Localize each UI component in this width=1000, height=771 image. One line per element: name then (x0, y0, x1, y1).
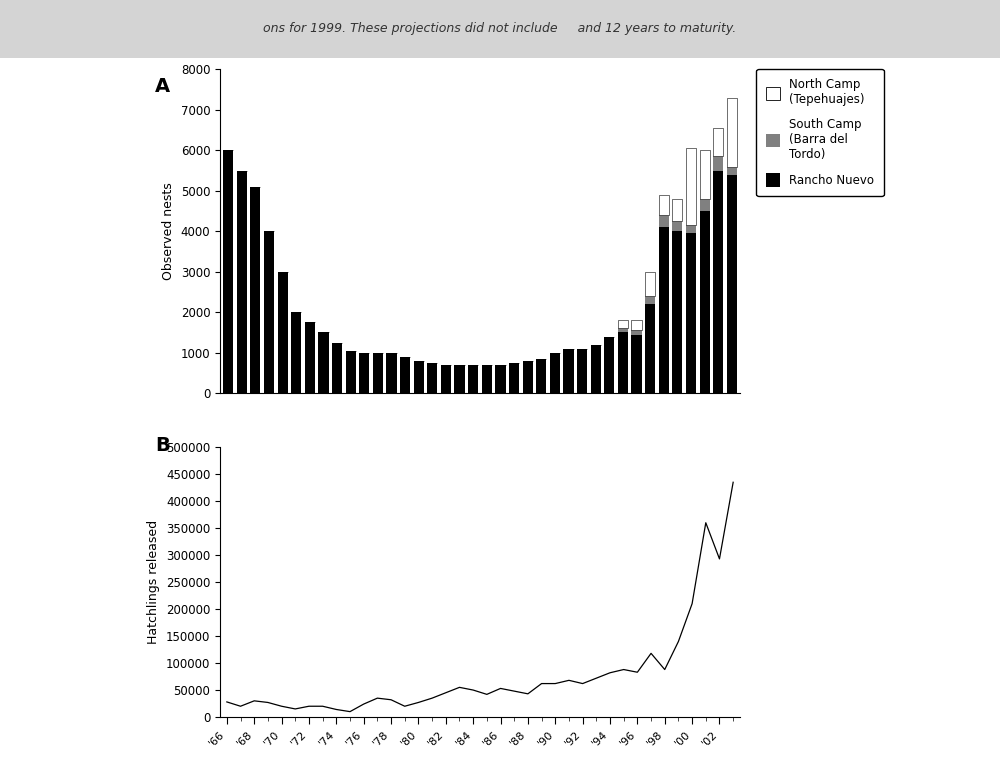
Bar (631, 331, 642, 335)
Bar (672, 221, 682, 231)
Text: B: B (155, 436, 170, 455)
Bar (577, 348, 587, 393)
Bar (550, 353, 560, 393)
Bar (414, 361, 424, 393)
Bar (591, 345, 601, 393)
Bar (305, 322, 315, 393)
Bar (468, 365, 478, 393)
Bar (659, 227, 669, 393)
Bar (631, 335, 642, 393)
Bar (346, 351, 356, 393)
Bar (686, 234, 696, 393)
Bar (727, 167, 737, 175)
Legend: North Camp
(Tepehuajes), South Camp
(Barra del
Tordo), Rancho Nuevo: North Camp (Tepehuajes), South Camp (Bar… (756, 69, 884, 196)
Bar (700, 150, 710, 199)
Bar (645, 304, 655, 393)
Bar (618, 332, 628, 393)
Bar (237, 170, 247, 393)
Bar (618, 321, 628, 328)
Bar (278, 272, 288, 393)
Bar (645, 272, 655, 296)
Bar (727, 175, 737, 393)
Bar (713, 128, 723, 157)
Bar (713, 170, 723, 393)
Bar (659, 195, 669, 215)
Bar (686, 148, 696, 225)
Bar (318, 332, 329, 393)
Bar (250, 187, 260, 393)
Bar (563, 348, 574, 393)
Bar (454, 365, 465, 393)
Bar (223, 150, 233, 393)
Bar (495, 365, 506, 393)
Bar (713, 157, 723, 170)
Bar (686, 225, 696, 234)
Bar (700, 199, 710, 211)
Bar (523, 361, 533, 393)
Bar (672, 199, 682, 221)
Bar (441, 365, 451, 393)
Bar (482, 365, 492, 393)
Bar (536, 359, 546, 393)
Bar (659, 215, 669, 227)
Bar (631, 321, 642, 331)
Bar (645, 296, 655, 304)
Bar (727, 98, 737, 167)
Bar (332, 342, 342, 393)
Bar (604, 336, 614, 393)
Bar (427, 363, 437, 393)
Bar (359, 353, 369, 393)
Bar (373, 353, 383, 393)
Y-axis label: Observed nests: Observed nests (162, 183, 175, 280)
Y-axis label: Hatchlings released: Hatchlings released (147, 520, 160, 644)
Text: A: A (155, 77, 170, 96)
Bar (264, 231, 274, 393)
Bar (400, 357, 410, 393)
Text: ons for 1999. These projections did not include     and 12 years to maturity.: ons for 1999. These projections did not … (263, 22, 737, 35)
Bar (672, 231, 682, 393)
Bar (386, 353, 397, 393)
Bar (700, 211, 710, 393)
Bar (618, 328, 628, 332)
Bar (291, 312, 301, 393)
Bar (509, 363, 519, 393)
